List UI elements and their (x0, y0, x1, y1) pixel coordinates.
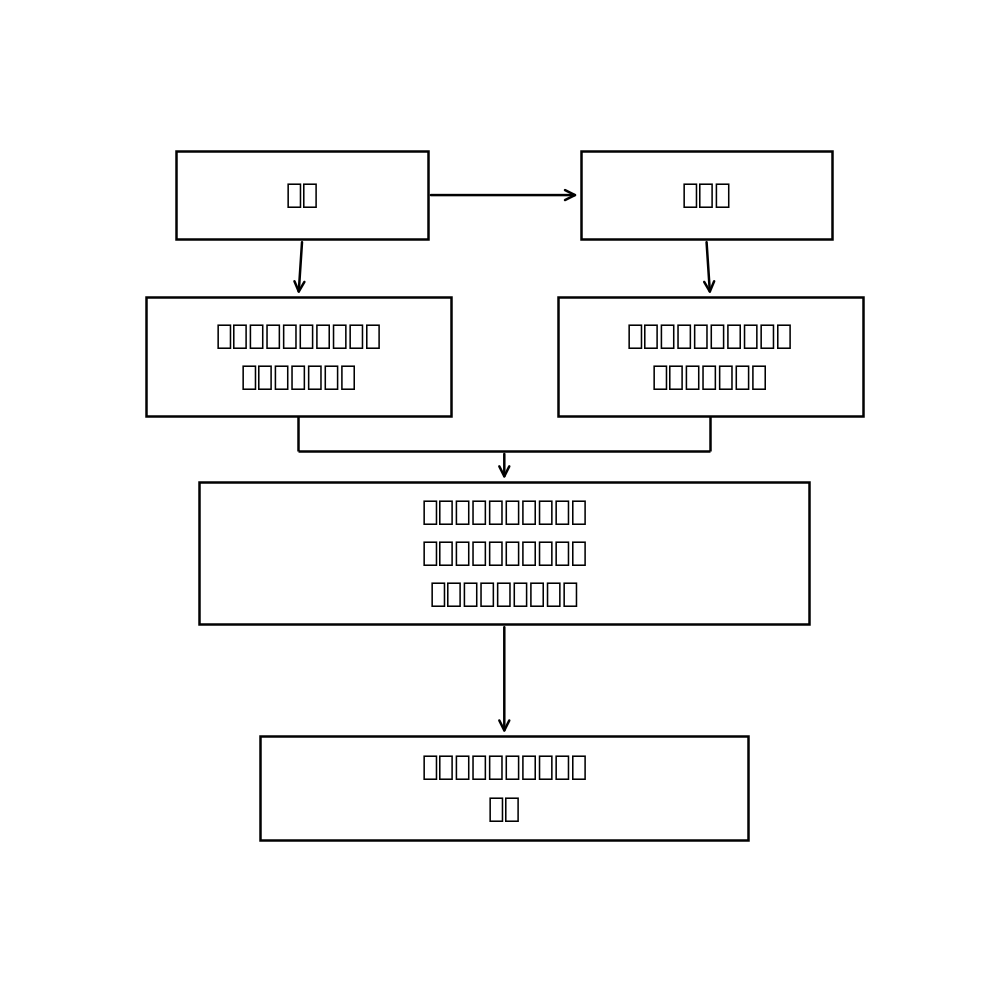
Text: 气缸报警模块对气缸状
态进行判断，并在需要
报警时输出报警信号: 气缸报警模块对气缸状 态进行判断，并在需要 报警时输出报警信号 (421, 498, 587, 608)
Text: 检测指令获取模块获取
气缸的检测指令: 检测指令获取模块获取 气缸的检测指令 (215, 322, 382, 391)
Bar (558, 297, 863, 416)
Text: 报警显示模块显示报警
提示: 报警显示模块显示报警 提示 (421, 753, 587, 823)
Bar (581, 151, 832, 239)
Text: 气缸: 气缸 (285, 181, 319, 209)
Bar (176, 151, 428, 239)
Bar (146, 297, 451, 416)
Text: 传感器: 传感器 (682, 181, 731, 209)
Bar (261, 736, 749, 840)
Text: 气缸状态获取模块获取
气缸的状态信号: 气缸状态获取模块获取 气缸的状态信号 (627, 322, 793, 391)
Bar (199, 482, 810, 624)
